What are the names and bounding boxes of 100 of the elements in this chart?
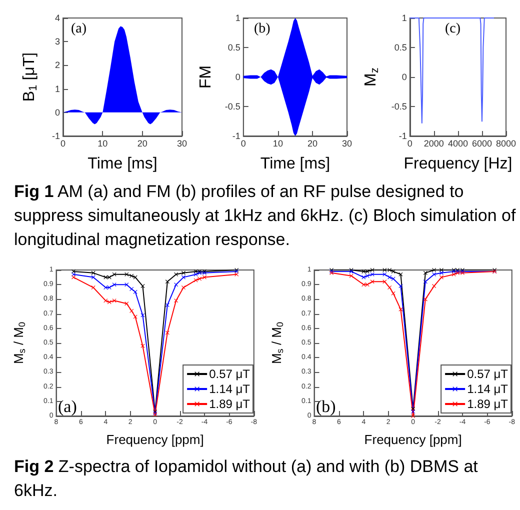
x-axis-title: Time [ms]	[88, 156, 158, 172]
point	[130, 286, 134, 291]
annotation: (a)	[71, 22, 87, 36]
point	[382, 272, 387, 276]
annotation: (a)	[58, 397, 77, 416]
point	[174, 298, 178, 303]
x-tick-label: 2000	[424, 138, 444, 148]
point	[452, 272, 456, 276]
point	[104, 286, 108, 290]
y-tick-label: 2	[54, 60, 60, 70]
point	[130, 274, 134, 278]
point	[194, 272, 198, 276]
point	[91, 286, 96, 290]
point	[107, 275, 112, 280]
x-tick-label: 30	[176, 138, 187, 148]
legend-label: 1.14 μT	[209, 382, 251, 396]
point	[370, 268, 374, 272]
point	[194, 269, 198, 274]
x-axis-title: Time [ms]	[260, 156, 330, 172]
point	[140, 284, 145, 288]
y-axis-title: Mz	[362, 67, 381, 86]
y-tick-label: 1	[402, 13, 407, 23]
point	[411, 406, 416, 411]
point	[174, 272, 178, 276]
point	[365, 282, 370, 287]
point	[124, 302, 129, 306]
annotation: (c)	[445, 22, 461, 36]
point	[112, 282, 116, 287]
point	[202, 275, 206, 280]
point	[165, 303, 170, 308]
point	[365, 274, 370, 278]
y-tick-label: 0	[235, 72, 240, 82]
y-tick-label: 1	[54, 84, 60, 94]
point	[411, 410, 416, 414]
y-tick-label: 0	[402, 72, 407, 82]
x-axis-title: Frequency [ppm]	[106, 432, 204, 447]
x-tick-label: 20	[307, 138, 318, 148]
point	[234, 272, 239, 276]
x-tick-label: 4000	[448, 138, 468, 148]
point	[91, 275, 96, 280]
point	[130, 308, 134, 313]
point	[107, 300, 112, 304]
point	[124, 272, 129, 276]
legend-label: 0.57 μT	[209, 367, 251, 381]
point	[91, 270, 96, 275]
point	[133, 290, 138, 294]
y-axis-title: FM	[198, 65, 214, 89]
caption: Fig 2 Z-spectra of Iopamidol without (a) and with (b) DBMS at 6kHz.	[14, 456, 479, 502]
y-tick-label: 0.5	[228, 42, 240, 52]
point	[362, 282, 366, 287]
point	[349, 274, 354, 278]
x-tick-label: 10	[98, 138, 108, 148]
legend-label: 0.57 μT	[467, 367, 509, 381]
y-tick-label: -1	[52, 131, 60, 141]
point	[423, 280, 428, 284]
point	[382, 268, 387, 272]
y-tick-label: -1	[398, 131, 407, 141]
legend-label: 1.14 μT	[467, 382, 509, 396]
point	[198, 276, 202, 281]
point	[104, 298, 108, 303]
point	[124, 282, 129, 287]
y-axis-title: B1 [μT]	[21, 52, 40, 102]
annotation: (b)	[316, 397, 336, 416]
point	[423, 270, 428, 275]
point	[362, 269, 366, 274]
point	[140, 344, 145, 348]
point	[72, 275, 76, 280]
point	[439, 275, 444, 280]
point	[432, 272, 436, 276]
y-tick-label: 0.5	[394, 42, 407, 52]
y-tick-label: -0.5	[391, 102, 407, 112]
point	[112, 298, 116, 303]
point	[382, 280, 387, 284]
legend-label: 1.89 μT	[209, 397, 251, 411]
y-tick-label: 3	[54, 36, 60, 47]
x-tick-label: 8000	[496, 138, 516, 148]
point	[133, 275, 138, 280]
caption: Fig 1 AM (a) and FM (b) profiles of an RF pulse designed to suppress simultaneously at 1kHz and 6kHz. (c) Bloch simulation of longitudinal magnetization response.	[14, 181, 517, 251]
point	[391, 269, 396, 274]
point	[107, 286, 112, 290]
point	[423, 297, 428, 302]
point	[194, 278, 198, 282]
point	[439, 270, 444, 275]
x-axis-title: Frequency [ppm]	[364, 432, 462, 447]
y-axis-title: Ms / M0	[11, 322, 27, 364]
point	[174, 282, 178, 287]
point	[370, 272, 374, 276]
point	[104, 275, 108, 280]
annotation: (b)	[254, 22, 271, 36]
point	[181, 270, 186, 275]
x-axis-title: Frequency [Hz]	[404, 156, 512, 172]
point	[388, 286, 392, 290]
point	[112, 272, 116, 276]
y-tick-label: 4	[54, 13, 60, 23]
point	[370, 280, 374, 284]
y-tick-label: -0.5	[224, 102, 240, 112]
point	[432, 284, 436, 288]
point	[398, 307, 403, 312]
point	[181, 275, 186, 280]
point	[165, 280, 170, 284]
